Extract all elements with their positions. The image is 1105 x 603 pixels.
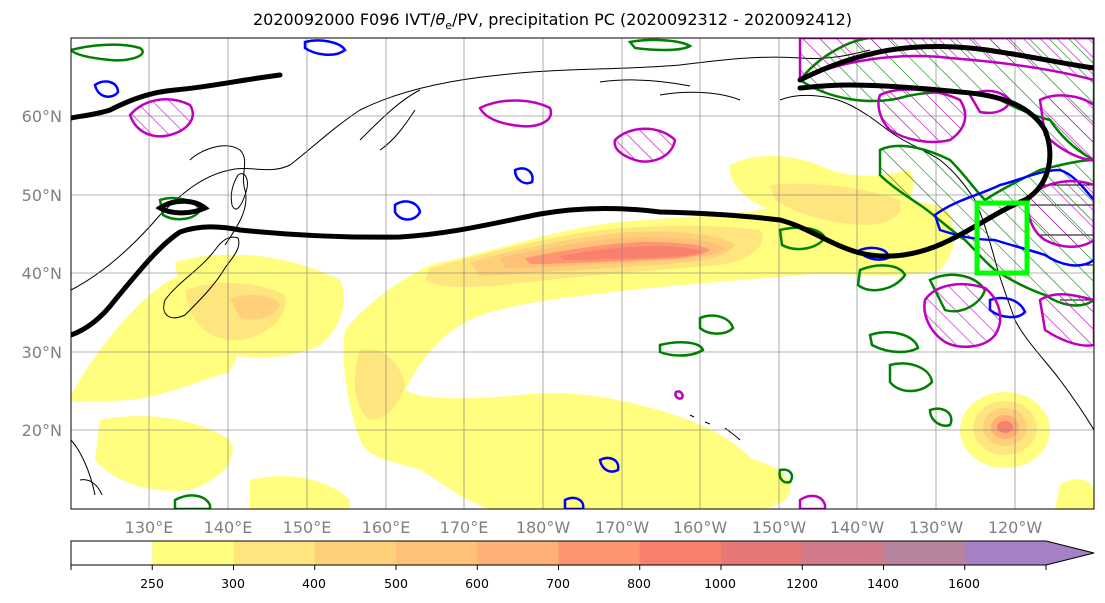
colorbar-label-1000: 1000 xyxy=(704,576,736,591)
lat-label-50: 50°N xyxy=(21,186,62,205)
lon-label-170e: 170°E xyxy=(439,518,489,537)
colorbar-extend-max xyxy=(1046,541,1094,565)
colorbar-outline xyxy=(70,540,1095,566)
colorbar-label-1400: 1400 xyxy=(867,576,899,591)
lat-label-40: 40°N xyxy=(21,264,62,283)
colorbar-label-400: 400 xyxy=(302,576,326,591)
lon-label-140w: 140°W xyxy=(829,518,885,537)
lon-label-130w: 130°W xyxy=(908,518,964,537)
highlight-box xyxy=(974,200,1030,276)
colorbar-label-300: 300 xyxy=(221,576,245,591)
colorbar-segment xyxy=(802,541,884,565)
lon-label-140e: 140°E xyxy=(203,518,253,537)
colorbar-segment xyxy=(721,541,803,565)
colorbar-segment xyxy=(71,541,153,565)
lon-label-130e: 130°E xyxy=(124,518,174,537)
colorbar-label-1600: 1600 xyxy=(948,576,980,591)
colorbar-ticks xyxy=(70,565,1047,570)
precip-contours-magenta xyxy=(128,38,1094,509)
lon-label-120w: 120°W xyxy=(987,518,1043,537)
lon-label-180w: 180°W xyxy=(515,518,571,537)
colorbar-label-500: 500 xyxy=(384,576,408,591)
coastlines xyxy=(71,49,1094,496)
colorbar-segment xyxy=(964,541,1047,565)
colorbar-label-600: 600 xyxy=(465,576,489,591)
lat-label-20: 20°N xyxy=(21,421,62,440)
colorbar-label-800: 800 xyxy=(627,576,651,591)
colorbar-segment xyxy=(883,541,966,565)
lon-label-170w: 170°W xyxy=(594,518,650,537)
colorbar-segment xyxy=(314,541,397,565)
lon-label-150e: 150°E xyxy=(282,518,332,537)
colorbar-label-700: 700 xyxy=(546,576,570,591)
colorbar-segment xyxy=(477,541,559,565)
colorbar-segment xyxy=(152,541,234,565)
colorbar-label-250: 250 xyxy=(140,576,164,591)
theta-e-contour xyxy=(71,43,1094,338)
figure-title: 2020092000 F096 IVT/θe/PV, precipitation… xyxy=(252,10,853,33)
map-plot-area xyxy=(71,38,1094,509)
map-frame xyxy=(70,37,1095,510)
pv-contours-blue xyxy=(93,39,1094,509)
lon-label-150w: 150°W xyxy=(751,518,807,537)
colorbar-segment xyxy=(639,541,722,565)
colorbar-segments xyxy=(71,541,1094,565)
lat-label-60: 60°N xyxy=(21,107,62,126)
lon-label-160e: 160°E xyxy=(361,518,411,537)
colorbar-segment xyxy=(396,541,478,565)
lon-label-160w: 160°W xyxy=(672,518,728,537)
lat-label-30: 30°N xyxy=(21,343,62,362)
colorbar-label-1200: 1200 xyxy=(786,576,818,591)
colorbar-segment xyxy=(558,541,641,565)
colorbar-segment xyxy=(233,541,316,565)
